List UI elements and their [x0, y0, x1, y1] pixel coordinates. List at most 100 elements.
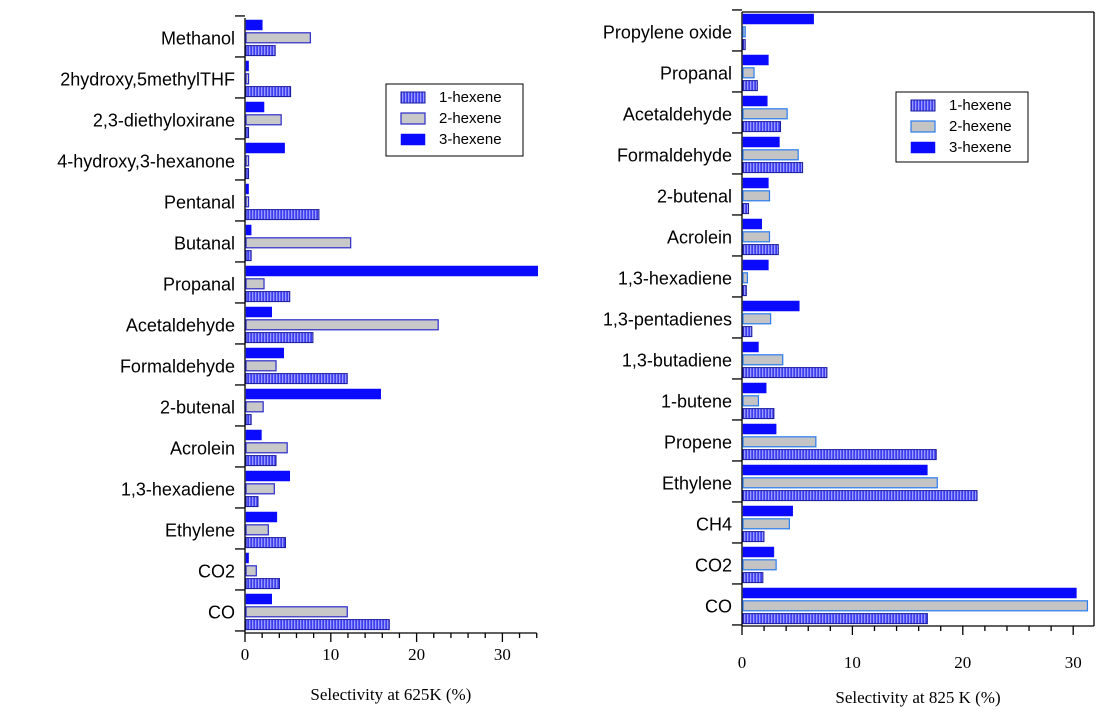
bar-2-hexene-ethylene — [742, 477, 938, 489]
bar-2-hexene-1-3-hexadiene — [245, 483, 275, 495]
bar-1-hexene-propylene-oxide — [742, 39, 746, 51]
bar-1-hexene-ethylene — [742, 490, 978, 502]
category-label: Acrolein — [170, 439, 235, 459]
category-label: Acetaldehyde — [623, 105, 732, 125]
bar-2-hexene-co — [245, 606, 348, 618]
legend-label: 2-hexene — [439, 110, 502, 127]
category-label: CO2 — [198, 562, 235, 582]
bar-1-hexene-formaldehyde — [742, 162, 804, 174]
bar-3-hexene-ethylene — [245, 511, 278, 523]
bar-1-hexene-2-butenal — [245, 414, 252, 426]
legend-label: 1-hexene — [949, 97, 1012, 114]
bar-2-hexene-propylene-oxide — [742, 26, 746, 38]
bar-3-hexene-co — [245, 593, 272, 605]
bar-3-hexene-ch4 — [742, 505, 793, 517]
legend-swatch-2-hexene — [910, 120, 936, 133]
bar-1-hexene-acrolein — [742, 244, 779, 256]
x-tick-label: 0 — [738, 653, 747, 672]
bar-1-hexene-co — [742, 613, 928, 625]
legend-label: 3-hexene — [949, 139, 1012, 156]
bar-3-hexene-acrolein — [245, 429, 262, 441]
chart-left-625k: 0 10 20 30 Selectivity at 625K (%) Methanol 2h… — [57, 15, 538, 704]
bar-1-hexene-ch4 — [742, 531, 765, 543]
category-label: CO — [705, 597, 732, 617]
bar-1-hexene-2-butenal — [742, 203, 750, 215]
x-tick-label: 30 — [1065, 653, 1082, 672]
bar-3-hexene-propene — [742, 423, 777, 435]
bar-1-hexene-propene — [742, 449, 937, 461]
bar-2-hexene-ethylene — [245, 524, 269, 536]
bar-3-hexene-ethylene — [742, 464, 928, 476]
bar-1-hexene-1-butene — [742, 408, 775, 420]
legend-label: 1-hexene — [439, 89, 502, 106]
legend: 1-hexene 2-hexene 3-hexene — [895, 91, 1029, 163]
bar-2-hexene-propanal — [245, 278, 265, 290]
bar-3-hexene-2-butenal — [245, 388, 381, 400]
bar-1-hexene-1-3-hexadiene — [245, 496, 259, 508]
category-label: 1-butene — [661, 392, 732, 412]
category-label: 4-hydroxy,3-hexanone — [57, 152, 235, 172]
bar-3-hexene-1-3-pentadienes — [742, 300, 800, 312]
bar-3-hexene-propylene-oxide — [742, 13, 814, 25]
category-label: Propanal — [660, 64, 732, 84]
category-label: Pentanal — [164, 193, 235, 213]
bar-3-hexene-4-hydroxy-3-hexanone — [245, 142, 285, 154]
category-label: 1,3-pentadienes — [603, 310, 732, 330]
bar-3-hexene-acetaldehyde — [742, 95, 768, 107]
legend-swatch-3-hexene — [400, 133, 426, 146]
bar-1-hexene-2-3-diethyloxirane — [245, 127, 250, 139]
bar-2-hexene-propene — [742, 436, 817, 448]
bar-2-hexene-ch4 — [742, 518, 790, 530]
category-label: 1,3-butadiene — [622, 351, 732, 371]
category-label: 2-butenal — [160, 398, 235, 418]
bar-3-hexene-methanol — [245, 19, 263, 31]
bar-3-hexene-co2 — [245, 552, 249, 564]
bar-2-hexene-4-hydroxy-3-hexanone — [245, 155, 250, 167]
category-label: CO2 — [695, 556, 732, 576]
category-label: Acrolein — [667, 228, 732, 248]
category-label: Propene — [664, 433, 732, 453]
bar-2-hexene-pentanal — [245, 196, 250, 208]
bar-3-hexene-co2 — [742, 546, 775, 558]
legend: 1-hexene 2-hexene 3-hexene — [385, 83, 524, 157]
bar-1-hexene-acetaldehyde — [742, 121, 782, 133]
bar-3-hexene-1-3-hexadiene — [742, 259, 769, 271]
category-label: Butanal — [174, 234, 235, 254]
category-label: Acetaldehyde — [126, 316, 235, 336]
bar-3-hexene-propanal — [245, 265, 538, 277]
x-tick-label: 20 — [954, 653, 971, 672]
bar-2-hexene-co2 — [245, 565, 257, 577]
bar-3-hexene-acrolein — [742, 218, 763, 230]
bar-1-hexene-methanol — [245, 45, 276, 57]
bar-2-hexene-2-3-diethyloxirane — [245, 114, 282, 126]
x-tick-label: 20 — [408, 645, 425, 664]
bar-1-hexene-1-3-butadiene — [742, 367, 828, 379]
legend-swatch-2-hexene — [400, 112, 426, 125]
bar-1-hexene-2hydroxy-5methylthf — [245, 86, 292, 98]
bar-1-hexene-pentanal — [245, 209, 320, 221]
bar-2-hexene-1-3-pentadienes — [742, 313, 772, 325]
bar-2-hexene-co2 — [742, 559, 777, 571]
x-tick-label: 0 — [241, 645, 250, 664]
category-label: 1,3-hexadiene — [121, 480, 235, 500]
bar-1-hexene-propanal — [742, 80, 758, 92]
category-label: Methanol — [161, 29, 235, 49]
legend-swatch-1-hexene — [400, 91, 426, 104]
bar-3-hexene-butanal — [245, 224, 252, 236]
legend-label: 3-hexene — [439, 131, 502, 148]
category-label: Ethylene — [165, 521, 235, 541]
bar-1-hexene-formaldehyde — [245, 373, 348, 385]
category-label: Propylene oxide — [603, 23, 732, 43]
bar-3-hexene-2-butenal — [742, 177, 769, 189]
x-axis-title: Selectivity at 625K (%) — [310, 685, 471, 704]
bar-2-hexene-methanol — [245, 32, 311, 44]
bar-1-hexene-acetaldehyde — [245, 332, 314, 344]
category-label: 2,3-diethyloxirane — [93, 111, 235, 131]
bar-2-hexene-formaldehyde — [245, 360, 277, 372]
category-label: 2hydroxy,5methylTHF — [60, 70, 235, 90]
bar-2-hexene-acetaldehyde — [742, 108, 788, 120]
chart-right-825k: 0 10 20 30 Selectivity at 825 K (%) Propylene… — [603, 9, 1095, 707]
bar-1-hexene-co2 — [742, 572, 764, 584]
bar-1-hexene-acrolein — [245, 455, 277, 467]
